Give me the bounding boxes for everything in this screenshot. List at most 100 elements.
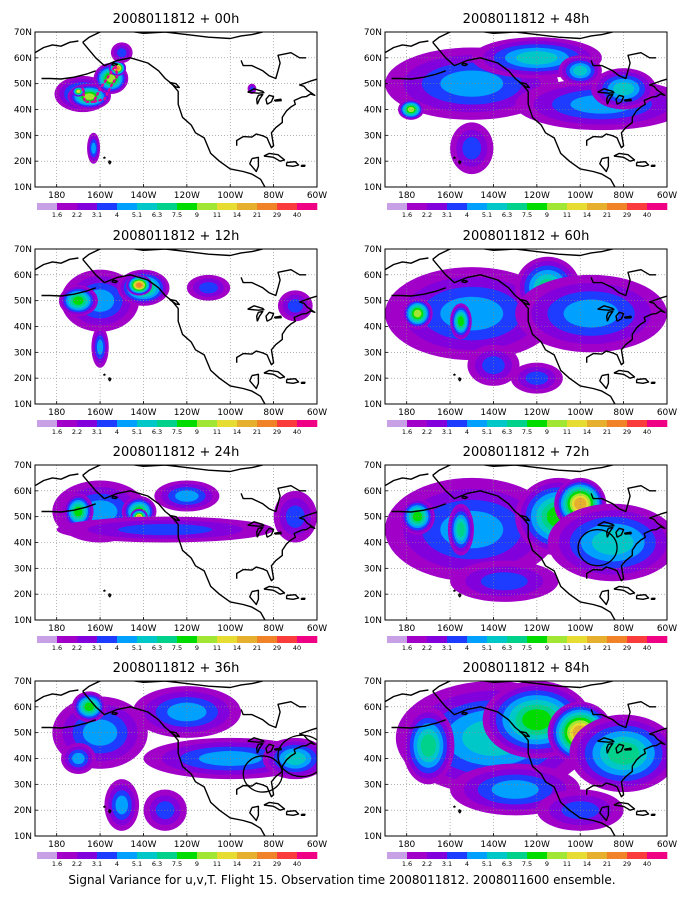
- coastline: [519, 298, 530, 306]
- colorbar-label: 29: [623, 428, 631, 436]
- coastline: [590, 52, 657, 80]
- colorbar-label: 11: [213, 428, 221, 436]
- colorbar-segment: [37, 420, 57, 427]
- colorbar-segment: [607, 852, 628, 859]
- coastline: [263, 585, 286, 595]
- colorbar-segment: [547, 420, 568, 427]
- flight-track: [81, 62, 119, 104]
- coastline: [274, 98, 282, 102]
- coastline: [461, 711, 469, 716]
- variance-contour: [420, 734, 436, 757]
- coastline: [41, 287, 96, 297]
- colorbar-label: 2.2: [72, 211, 82, 219]
- colorbar-segment: [257, 852, 278, 859]
- colorbar-label: 7.5: [522, 860, 532, 868]
- colorbar-label: 2.2: [72, 860, 82, 868]
- panel-title: 2008011812 + 00h: [113, 12, 240, 27]
- colorbar-segment: [547, 203, 568, 210]
- colorbar-segment: [387, 203, 407, 210]
- coastline: [590, 701, 657, 729]
- lat-tick-label: 30N: [14, 780, 32, 790]
- coastline: [650, 164, 656, 168]
- colorbar-segment: [197, 852, 218, 859]
- coastline: [319, 729, 332, 741]
- coastline: [606, 742, 614, 754]
- lon-tick-label: 180: [398, 624, 415, 634]
- coastline: [519, 730, 530, 738]
- lat-tick-label: 30N: [14, 564, 32, 574]
- coastline: [615, 311, 625, 322]
- colorbar-segment: [407, 203, 428, 210]
- colorbar-label: 5.1: [132, 211, 142, 219]
- coastline: [247, 88, 265, 94]
- colorbar-label: 7.5: [522, 428, 532, 436]
- colorbar-label: 40: [293, 644, 301, 652]
- colorbar-segment: [427, 203, 448, 210]
- colorbar-segment: [77, 852, 98, 859]
- colorbar-segment: [177, 420, 198, 427]
- colorbar-label: 11: [563, 211, 571, 219]
- coastline: [274, 315, 282, 319]
- coastline: [111, 495, 119, 500]
- colorbar-label: 3.1: [442, 211, 452, 219]
- coastline: [169, 81, 181, 89]
- coastline: [597, 737, 615, 743]
- colorbar-label: 3.1: [92, 211, 102, 219]
- colorbar-label: 5.1: [132, 860, 142, 868]
- coastline: [613, 801, 636, 811]
- coastline: [615, 527, 625, 538]
- lon-tick-label: 100W: [567, 191, 593, 201]
- colorbar-label: 6.3: [152, 428, 162, 436]
- lon-tick-label: 140W: [130, 408, 156, 418]
- lat-tick-label: 60N: [14, 271, 32, 281]
- colorbar-label: 7.5: [172, 860, 182, 868]
- lon-tick-label: 60W: [307, 624, 327, 634]
- coastline: [385, 473, 429, 487]
- lon-tick-label: 120W: [174, 840, 200, 850]
- coastline: [82, 681, 263, 692]
- colorbar-label: 7.5: [172, 428, 182, 436]
- lat-tick-label: 40N: [14, 323, 32, 333]
- coastline: [669, 729, 682, 741]
- colorbar-segment: [647, 203, 668, 210]
- lat-tick-label: 30N: [364, 780, 382, 790]
- lon-tick-label: 160W: [87, 624, 113, 634]
- colorbar-label: 40: [643, 211, 651, 219]
- lat-tick-label: 70N: [364, 461, 382, 471]
- coastline: [41, 719, 96, 729]
- colorbar-segment: [157, 420, 178, 427]
- lat-tick-label: 70N: [364, 245, 382, 255]
- colorbar-label: 14: [583, 860, 591, 868]
- coastline: [613, 152, 636, 162]
- variance-contour: [591, 530, 634, 555]
- colorbar-segment: [387, 636, 407, 643]
- coastline: [265, 94, 275, 105]
- lon-tick-label: 120W: [524, 624, 550, 634]
- lat-tick-label: 50N: [14, 729, 32, 739]
- coastline: [586, 511, 667, 582]
- panel-title: 2008011812 + 72h: [463, 445, 590, 460]
- lat-tick-label: 10N: [364, 832, 382, 842]
- coastline: [247, 305, 265, 311]
- colorbar-label: 21: [253, 860, 261, 868]
- coastline: [41, 70, 96, 80]
- coastline: [300, 381, 306, 384]
- coastline: [432, 249, 613, 260]
- lon-tick-label: 60W: [307, 191, 327, 201]
- lon-tick-label: 120W: [524, 408, 550, 418]
- lat-tick-label: 10N: [364, 400, 382, 410]
- colorbar-label: 3.1: [92, 860, 102, 868]
- colorbar-segment: [587, 420, 608, 427]
- colorbar-segment: [447, 420, 468, 427]
- lat-tick-label: 60N: [364, 271, 382, 281]
- colorbar-segment: [547, 852, 568, 859]
- lon-tick-label: 80W: [613, 191, 633, 201]
- colorbar-segment: [197, 636, 218, 643]
- coastline: [519, 81, 530, 89]
- coastline: [590, 485, 657, 513]
- panel-title: 2008011812 + 84h: [463, 661, 590, 676]
- variance-contour: [522, 709, 552, 731]
- colorbar-label: 40: [293, 211, 301, 219]
- coastline: [599, 373, 610, 390]
- colorbar-segment: [157, 203, 178, 210]
